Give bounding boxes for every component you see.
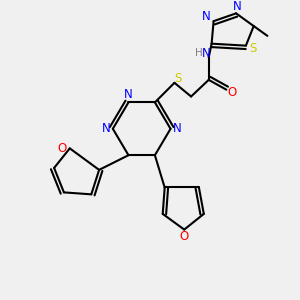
Text: N: N xyxy=(173,122,182,135)
Text: N: N xyxy=(102,122,110,135)
Text: N: N xyxy=(202,47,211,60)
Text: O: O xyxy=(57,142,67,155)
Text: N: N xyxy=(124,88,133,101)
Text: O: O xyxy=(228,86,237,99)
Text: S: S xyxy=(175,72,182,86)
Text: O: O xyxy=(180,230,189,243)
Text: H: H xyxy=(195,49,203,58)
Text: N: N xyxy=(233,0,242,13)
Text: N: N xyxy=(202,10,211,23)
Text: S: S xyxy=(249,42,256,55)
